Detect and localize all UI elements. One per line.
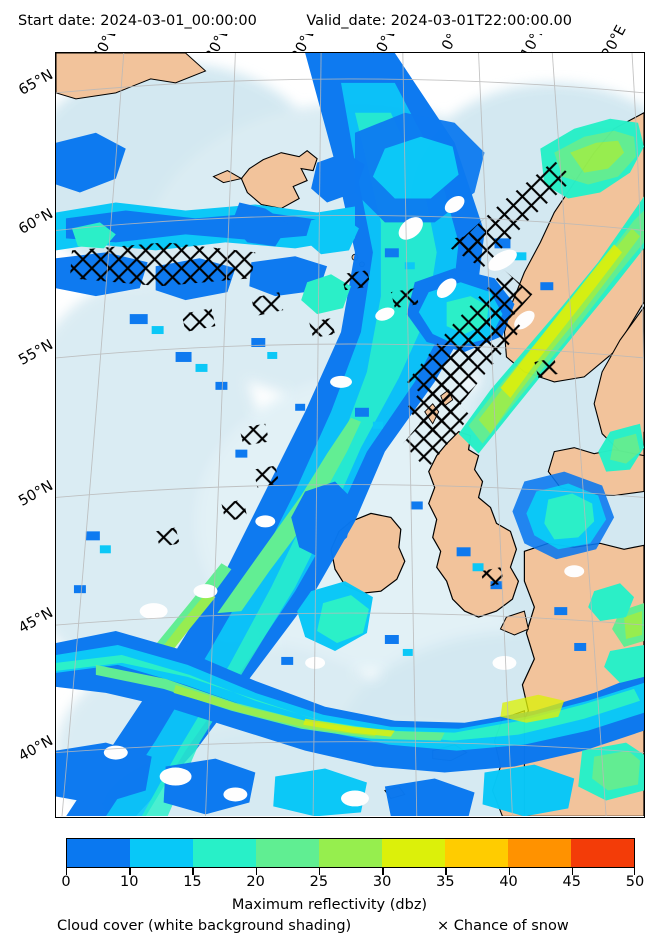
latitude-label-60N: 60°N <box>16 206 56 238</box>
latitude-label-65N: 65°N <box>16 67 56 99</box>
figure-footnotes: Cloud cover (white background shading) ×… <box>0 918 659 940</box>
colorbar-tick-0 <box>66 868 68 875</box>
colorbar-tick-40 <box>508 868 510 875</box>
colorbar-tick-label-45: 45 <box>562 874 581 890</box>
colorbar-tick-label-25: 25 <box>309 874 329 890</box>
colorbar-tick-label-40: 40 <box>499 874 518 890</box>
colorbar-tick-10 <box>129 868 131 875</box>
colorbar-segment-45-50 <box>571 839 634 867</box>
colorbar-tick-50 <box>633 868 635 875</box>
reflectivity-field <box>56 53 644 817</box>
snow-marker-icon: × <box>437 918 450 934</box>
colorbar-segment-20-25 <box>256 839 319 867</box>
colorbar-tick-label-15: 15 <box>183 874 202 890</box>
colorbar-segment-30-35 <box>382 839 445 867</box>
colorbar-segment-35-40 <box>445 839 508 867</box>
colorbar-segment-10-15 <box>130 839 193 867</box>
colorbar-title: Maximum reflectivity (dbz) <box>231 897 428 913</box>
colorbar-ticks <box>66 868 635 876</box>
date-annotation-bar: Start date: 2024-03-01_00:00:00 Valid_da… <box>10 8 580 34</box>
colorbar-segment-0-10 <box>67 839 130 867</box>
colorbar-segment-25-30 <box>319 839 382 867</box>
latitude-label-45N: 45°N <box>16 605 56 637</box>
latitude-label-40N: 40°N <box>16 733 56 765</box>
colorbar-tick-30 <box>382 868 384 875</box>
latitude-label-55N: 55°N <box>16 337 56 369</box>
snow-hatch-overlay <box>69 160 575 588</box>
colorbar[interactable] <box>66 838 635 868</box>
colorbar-segment-40-45 <box>508 839 571 867</box>
colorbar-tick-label-30: 30 <box>372 874 392 890</box>
reflectivity-map <box>56 53 644 817</box>
valid-date-label: Valid_date: 2024-03-01T22:00:00.00 <box>306 13 572 29</box>
colorbar-tick-35 <box>445 868 447 875</box>
colorbar-tick-label-10: 10 <box>119 874 139 890</box>
latitude-label-50N: 50°N <box>16 478 56 510</box>
colorbar-segment-15-20 <box>193 839 256 867</box>
colorbar-tick-label-0: 0 <box>61 874 71 890</box>
colorbar-tick-label-50: 50 <box>625 874 645 890</box>
colorbar-tick-20 <box>255 868 258 875</box>
chance-of-snow-note: × Chance of snow <box>437 918 569 934</box>
colorbar-tick-label-35: 35 <box>436 874 455 890</box>
graticule <box>56 53 644 817</box>
colorbar-tick-label-20: 20 <box>246 874 265 890</box>
colorbar-tick-45 <box>571 868 574 875</box>
colorbar-tick-25 <box>318 868 321 875</box>
colorbar-gradient <box>66 838 635 868</box>
start-date-label: Start date: 2024-03-01_00:00:00 <box>18 13 257 29</box>
colorbar-tick-15 <box>192 868 194 875</box>
snow-note-label: Chance of snow <box>453 918 569 934</box>
colorbar-tick-labels: 0 10 15 20 25 30 35 40 45 50 <box>61 874 644 894</box>
map-plot-area[interactable] <box>55 52 645 818</box>
cloud-cover-note: Cloud cover (white background shading) <box>57 918 352 934</box>
